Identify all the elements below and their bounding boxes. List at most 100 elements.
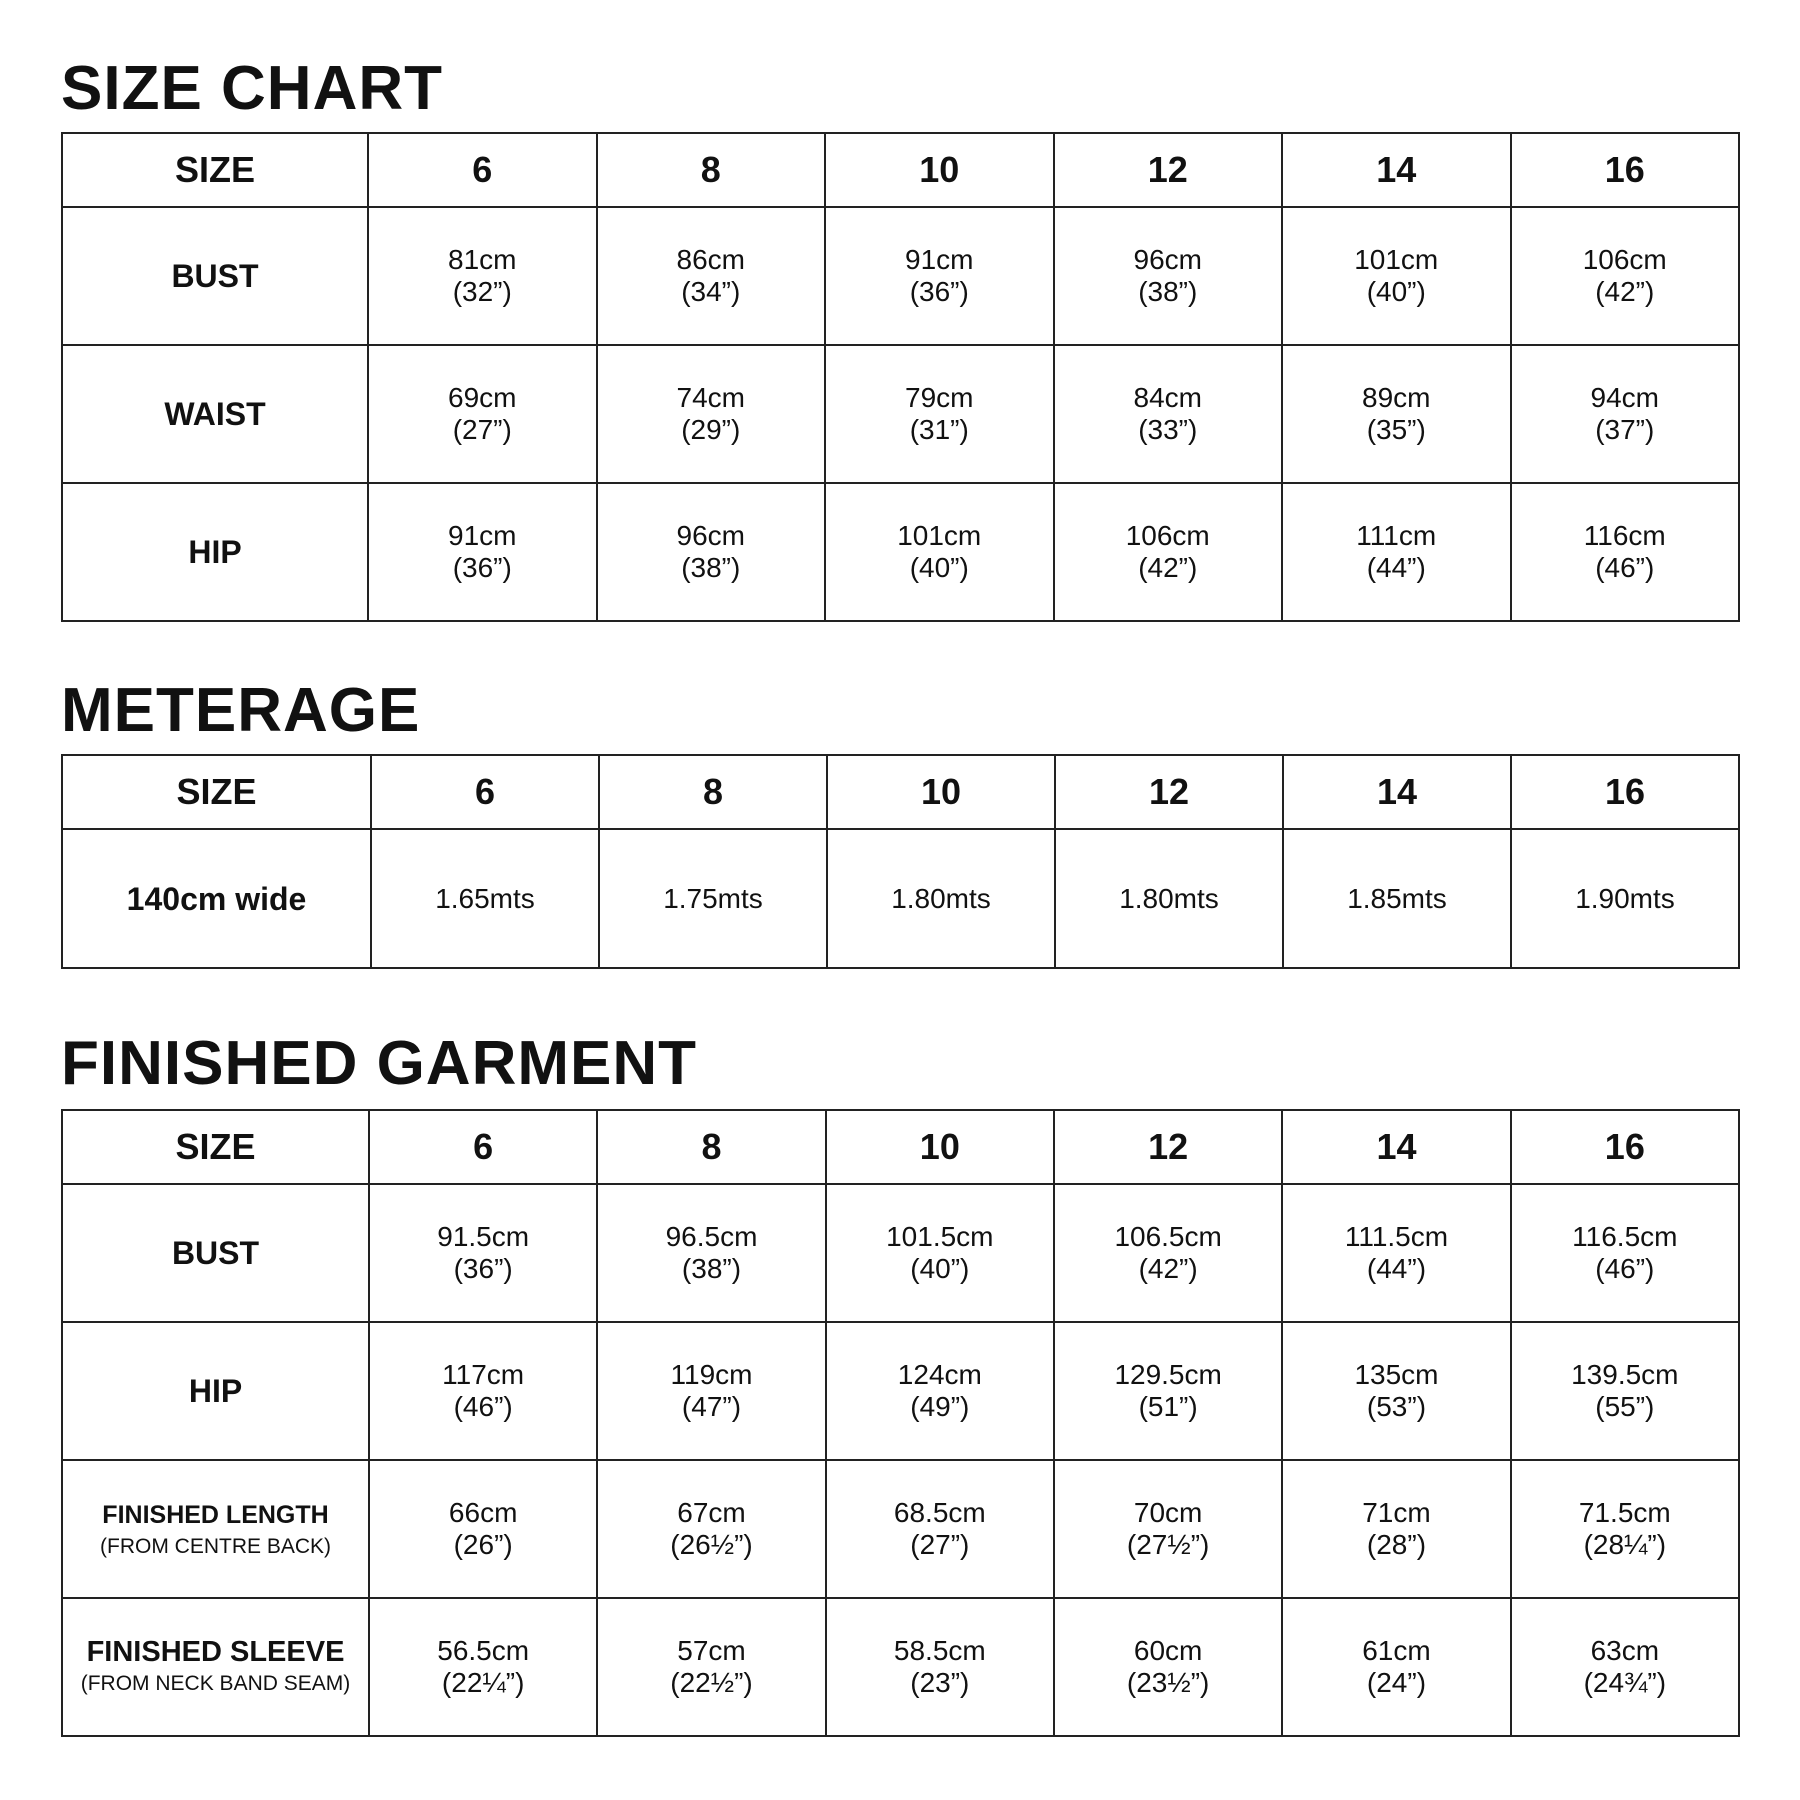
inch-value: (51”) (1138, 1391, 1198, 1422)
cm-value: 84cm (1133, 382, 1202, 413)
row-label-text: FINISHED SLEEVE (86, 1636, 345, 1668)
table-cell: 139.5cm (55”) (1509, 1321, 1741, 1461)
table-cell: 1.80mts (1054, 828, 1284, 969)
inch-value: (35”) (1366, 414, 1426, 445)
inch-value: (42”) (1138, 552, 1198, 583)
table-cell: 1.65mts (370, 828, 600, 969)
cm-value: 56.5cm (437, 1635, 530, 1666)
inch-value: (46”) (453, 1391, 513, 1422)
row-label: FINISHED SLEEVE (FROM NECK BAND SEAM) (61, 1597, 370, 1737)
table-cell: 70cm (27½”) (1052, 1459, 1284, 1599)
inch-value: (36”) (909, 276, 969, 307)
row-label-note: (FROM NECK BAND SEAM) (80, 1672, 351, 1695)
cm-value: 116.5cm (1572, 1221, 1678, 1252)
cm-value: 63cm (1590, 1635, 1660, 1666)
cm-value: 116cm (1583, 520, 1666, 551)
row-label-text: BUST (171, 1235, 260, 1271)
inch-value: (40”) (909, 552, 969, 583)
inch-value: (26”) (453, 1529, 513, 1560)
table-cell: 117cm (46”) (367, 1321, 599, 1461)
table-cell: 91cm (36”) (824, 206, 1055, 346)
table-cell: 1.75mts (598, 828, 828, 969)
cm-value: 74cm (676, 382, 745, 413)
cm-value: 86cm (676, 244, 745, 275)
inch-value: (27”) (910, 1529, 970, 1560)
inch-value: (22¼”) (441, 1667, 525, 1698)
inch-value: (27”) (452, 414, 512, 445)
inch-value: (42”) (1138, 1253, 1198, 1284)
table-cell: 96.5cm (38”) (596, 1183, 827, 1323)
header-row: SIZE 6 8 10 12 14 16 (61, 1109, 1741, 1185)
table-cell: 81cm (32”) (367, 206, 598, 346)
size-header: SIZE (61, 1109, 370, 1185)
table-cell: 57cm (22½”) (596, 1597, 827, 1737)
table-row: WAIST 69cm (27”) 74cm (29”) 79cm (31”) 84cm (33”… (61, 344, 1740, 484)
finished-garment-table: SIZE 6 8 10 12 14 16 BUST 91.5cm (36”) 96.5cm (38”)… (61, 1109, 1741, 1737)
table-cell: 67cm (26½”) (596, 1459, 827, 1599)
cm-value: 66cm (448, 1497, 518, 1528)
inch-value: (32”) (452, 276, 512, 307)
table-cell: 106cm (42”) (1052, 482, 1283, 622)
table-cell: 1.80mts (826, 828, 1056, 969)
inch-value: (31”) (909, 414, 969, 445)
inch-value: (47”) (681, 1391, 742, 1422)
cm-value: 94cm (1590, 382, 1659, 413)
inch-value: (49”) (910, 1391, 970, 1422)
table-cell: 106cm (42”) (1509, 206, 1740, 346)
row-label: HIP (61, 482, 369, 622)
cm-value: 61cm (1362, 1635, 1431, 1666)
size-column-header: 16 (1509, 1109, 1741, 1185)
table-cell: 84cm (33”) (1052, 344, 1283, 484)
inch-value: (23½”) (1126, 1667, 1210, 1698)
inch-value: (44”) (1366, 1253, 1427, 1284)
size-column-header: 6 (367, 1109, 599, 1185)
inch-value: (26½”) (670, 1529, 753, 1560)
table-cell: 68.5cm (27”) (824, 1459, 1055, 1599)
table-cell: 101cm (40”) (824, 482, 1055, 622)
row-label-note: (FROM CENTRE BACK) (100, 1534, 331, 1558)
table-row: HIP 91cm (36”) 96cm (38”) 101cm (40”) 106cm (42”… (61, 482, 1740, 622)
size-column-header: 10 (826, 754, 1056, 830)
table-cell: 135cm (53”) (1281, 1321, 1512, 1461)
cm-value: 81cm (448, 244, 517, 275)
inch-value: (46”) (1595, 1253, 1655, 1284)
table-cell: 124cm (49”) (824, 1321, 1055, 1461)
table-cell: 116.5cm (46”) (1509, 1183, 1741, 1323)
cm-value: 79cm (905, 382, 974, 413)
inch-value: (40”) (1366, 276, 1426, 307)
inch-value: (38”) (1138, 276, 1198, 307)
cm-value: 117cm (442, 1359, 525, 1390)
table-cell: 71.5cm (28¼”) (1509, 1459, 1741, 1599)
inch-value: (53”) (1366, 1391, 1427, 1422)
row-label-text: BUST (171, 258, 259, 294)
inch-value: (38”) (681, 1253, 742, 1284)
cm-value: 129.5cm (1114, 1359, 1222, 1390)
cm-value: 96cm (1133, 244, 1202, 275)
inch-value: (28”) (1366, 1529, 1427, 1560)
cm-value: 101cm (897, 520, 982, 551)
cm-value: 111cm (1356, 520, 1437, 551)
table-cell: 106.5cm (42”) (1052, 1183, 1284, 1323)
size-column-header: 10 (824, 132, 1055, 208)
table-cell: 111.5cm (44”) (1281, 1183, 1512, 1323)
finished-garment-title: FINISHED GARMENT (61, 1029, 697, 1098)
cm-value: 106cm (1125, 520, 1210, 551)
size-column-header: 6 (367, 132, 598, 208)
cm-value: 96.5cm (665, 1221, 758, 1252)
inch-value: (40”) (910, 1253, 970, 1284)
size-column-header: 14 (1281, 1109, 1512, 1185)
row-label-text: HIP (188, 1373, 243, 1409)
inch-value: (33”) (1138, 414, 1198, 445)
inch-value: (24¾”) (1583, 1667, 1667, 1698)
inch-value: (36”) (452, 552, 512, 583)
cm-value: 106.5cm (1114, 1221, 1222, 1252)
table-cell: 96cm (38”) (595, 482, 826, 622)
size-column-header: 12 (1052, 132, 1283, 208)
table-row: BUST 81cm (32”) 86cm (34”) 91cm (36”) 96cm (38”)… (61, 206, 1740, 346)
cm-value: 101.5cm (886, 1221, 994, 1252)
table-cell: 94cm (37”) (1509, 344, 1740, 484)
inch-value: (55”) (1595, 1391, 1655, 1422)
row-label: HIP (61, 1321, 370, 1461)
table-cell: 111cm (44”) (1281, 482, 1512, 622)
table-cell: 116cm (46”) (1509, 482, 1740, 622)
